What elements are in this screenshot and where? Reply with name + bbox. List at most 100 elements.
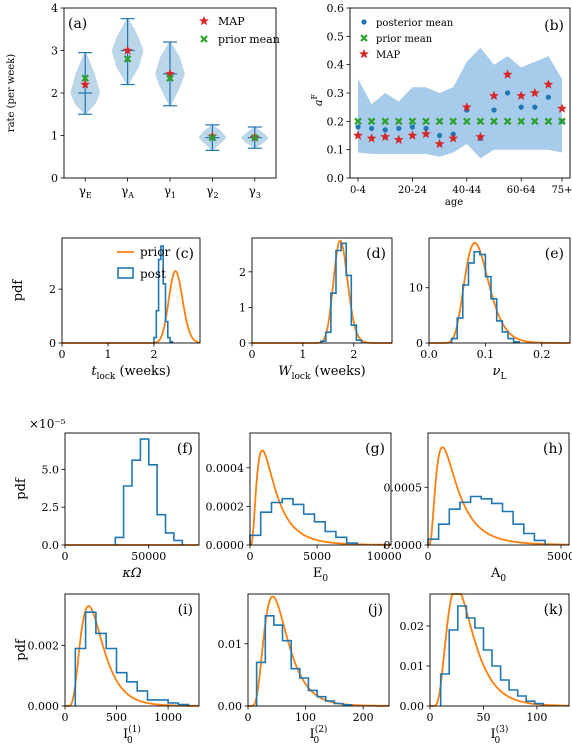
y-tick-label: 0.1 — [327, 144, 345, 157]
x-tick-label: 2 — [350, 348, 357, 361]
label-main: γ — [206, 184, 213, 198]
x-tick-label: 1000 — [154, 711, 182, 724]
panel-label: (e) — [545, 246, 564, 262]
y-tick-label: 4 — [51, 2, 58, 15]
marker-x — [503, 117, 512, 126]
axes-frame — [64, 593, 200, 707]
label-sub: 1 — [171, 191, 176, 200]
label-sub: 0 — [313, 736, 319, 746]
x-tick-label: 5000 — [303, 550, 331, 563]
label-sub: L — [500, 372, 506, 382]
label-sub: lock — [97, 372, 116, 382]
y-tick-label: 2 — [239, 266, 246, 279]
marker-x — [166, 74, 174, 82]
x-tick-label: 0.1 — [477, 348, 495, 361]
y-tick-label: 0.0 — [42, 539, 60, 552]
y-tick-label: 5.0 — [42, 463, 60, 476]
label-main: a — [312, 100, 325, 107]
panel-c: 0 2 0 1 2 (c) pdf tlock (weeks) prior post — [11, 237, 201, 382]
marker-x — [381, 117, 389, 126]
label-sub: 0 — [322, 574, 328, 584]
x-tick-label: 0.0 — [420, 348, 438, 361]
label-sub: E — [86, 191, 92, 200]
prior-density-curve — [62, 270, 201, 344]
prior-density-curve — [250, 449, 391, 546]
x-tick-label: 5000 — [547, 550, 572, 563]
label-main: γ — [164, 184, 171, 198]
x-axis-label: age — [445, 197, 463, 208]
marker-x — [123, 55, 132, 63]
y-axis-label: pdf — [14, 477, 29, 500]
label-main: γ — [249, 184, 256, 198]
y-tick-label: 0.0000 — [206, 539, 245, 552]
x-tick-label: γE — [79, 184, 92, 200]
x-tick-label: 1 — [299, 348, 306, 361]
marker-star — [421, 128, 431, 139]
posterior-histogram — [450, 251, 520, 343]
label-sub: 3 — [256, 191, 261, 200]
y-tick-label: 0.000 — [28, 700, 60, 713]
y-tick-label: 0.0005 — [384, 481, 423, 494]
x-axis-label: I(3) 0 — [491, 724, 509, 746]
axes-frame — [64, 432, 200, 546]
marker-x — [251, 133, 259, 142]
label-sub: 0 — [494, 736, 500, 746]
y-tick-label: 0 — [49, 337, 56, 350]
panel-label: (k) — [544, 602, 563, 618]
marker-dot — [518, 104, 524, 110]
axes-frame — [429, 593, 570, 707]
panel-b: 0.0 0.1 0.2 0.3 0.4 0.5 0.6 0-4 20-24 40-44 60-64 7… — [310, 2, 572, 208]
x-tick-label: 200 — [353, 711, 374, 724]
marker-star — [529, 87, 540, 98]
y-axis-label: rate (per week) — [6, 54, 17, 132]
y-tick-label: 3 — [51, 45, 58, 58]
x-axis-label: A0 — [490, 566, 506, 584]
label-sub: A — [127, 191, 134, 200]
marker-x — [463, 117, 471, 126]
x-axis-label: E0 — [313, 566, 329, 584]
y-axis-label: aF — [310, 94, 325, 107]
x-tick-label: 0 — [62, 550, 69, 563]
x-tick-label: 0 — [425, 550, 432, 563]
marker-star — [434, 138, 445, 149]
y-multiplier: ×10⁻⁵ — [29, 417, 66, 431]
marker-x — [435, 117, 444, 126]
legend-marker — [200, 35, 208, 43]
axes-frame — [251, 237, 393, 344]
label-sub: lock — [292, 372, 311, 382]
panel-label: (g) — [365, 441, 385, 457]
y-tick-label: 10 — [409, 282, 423, 295]
panel-label: (h) — [543, 441, 563, 457]
y-tick-label: 0.2 — [327, 115, 345, 128]
panel-label: (f) — [177, 441, 193, 457]
label-sup: (1) — [128, 724, 141, 735]
x-tick-label: 40-44 — [452, 185, 481, 196]
x-tick-label: 50 — [476, 711, 490, 724]
marker-dot — [545, 94, 552, 100]
y-axis-label: pdf — [14, 638, 29, 661]
panel-label: (d) — [366, 246, 386, 262]
x-tick-label: 0 — [427, 711, 434, 724]
legend-marker — [199, 15, 209, 26]
y-tick-label: 0.0 — [327, 172, 345, 185]
posterior-histogram — [114, 438, 184, 545]
x-axis-label: κΩ — [121, 566, 142, 581]
panel-j: 0.000.010 100 200(j)I(2) 0 — [218, 593, 390, 746]
credible-band — [358, 47, 562, 159]
marker-star — [165, 68, 175, 79]
panel-e: 0 10 0.0 0.1 0.2 (e) νL — [409, 237, 571, 382]
x-tick-label: 60-64 — [507, 185, 536, 196]
legend-marker — [361, 19, 367, 25]
y-tick-label: 0.4 — [327, 59, 345, 72]
label-main: I — [123, 727, 128, 742]
x-axis-label: tlock (weeks) — [91, 364, 170, 382]
label-main: I — [491, 727, 496, 742]
x-tick-label: 0 — [245, 711, 252, 724]
legend-text: prior mean — [376, 34, 433, 45]
marker-x — [517, 117, 525, 126]
x-axis-label: I(2) 0 — [310, 724, 328, 746]
x-tick-label: 500 — [106, 711, 127, 724]
